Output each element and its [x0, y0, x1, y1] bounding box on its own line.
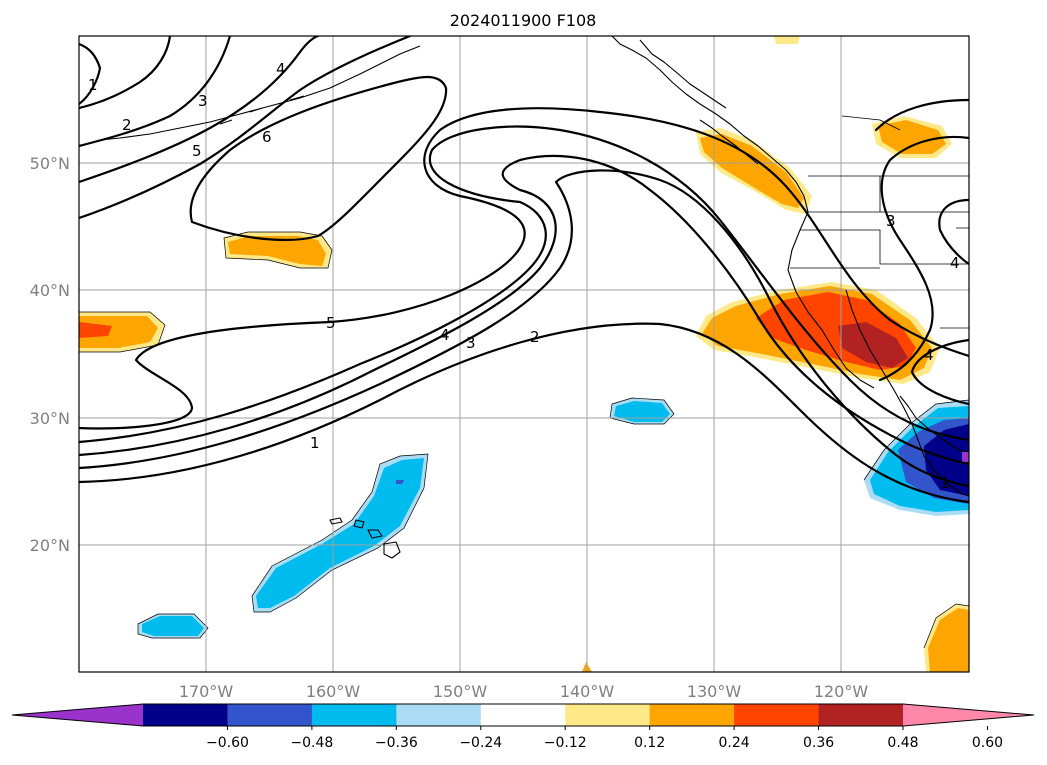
- colorbar-tick-label: −0.48: [290, 735, 333, 751]
- colorbar-tick-label: −0.12: [544, 735, 587, 751]
- contour-label: 4: [950, 254, 960, 272]
- coastlines: [99, 36, 969, 559]
- contour-label: 5: [326, 314, 336, 332]
- contour-label: 5: [192, 142, 202, 160]
- contour-label: 2: [530, 328, 540, 346]
- contour-label: 6: [262, 128, 272, 146]
- lon-label-140w: 140°W: [560, 682, 615, 701]
- colorbar-bin: [480, 704, 566, 726]
- contour-label: 3: [198, 92, 208, 110]
- contour-labels: 1 2 3 4 5 6 5 4 3 2 1 3 4 4 1: [88, 60, 960, 492]
- colorbar-outline: [11, 703, 1035, 727]
- contour-label: 1: [310, 434, 320, 452]
- colorbar-tick-label: 0.12: [634, 735, 665, 751]
- map-area: 1 2 3 4 5 6 5 4 3 2 1 3 4 4 1: [79, 36, 969, 672]
- colorbar-tick-label: 0.36: [803, 735, 834, 751]
- lon-label-120w: 120°W: [814, 682, 869, 701]
- lat-label-20n: 20°N: [30, 536, 70, 555]
- lon-label-170w: 170°W: [179, 682, 234, 701]
- lat-label-40n: 40°N: [30, 281, 70, 300]
- colorbar-bin: [396, 704, 482, 726]
- lon-label-150w: 150°W: [433, 682, 488, 701]
- lon-label-160w: 160°W: [306, 682, 361, 701]
- colorbar-bin: [143, 704, 228, 726]
- contour-label: 1: [940, 474, 950, 492]
- colorbar-bin: [565, 704, 651, 726]
- map-title: 2024011900 F108: [450, 11, 597, 30]
- colorbar-bin: [649, 704, 735, 726]
- colorbar-tick-label: 0.60: [972, 735, 1003, 751]
- colorbar-tick-label: 0.24: [719, 735, 750, 751]
- colorbar-bin: [818, 704, 904, 726]
- contours: [79, 36, 969, 504]
- lon-label-130w: 130°W: [687, 682, 742, 701]
- lat-label-50n: 50°N: [30, 154, 70, 173]
- anomaly-fill: [79, 36, 969, 672]
- map-frame: [78, 35, 970, 673]
- colorbar-bin: [227, 704, 313, 726]
- contour-label: 3: [466, 334, 476, 352]
- colorbar: −0.60 −0.48 −0.36 −0.24 −0.12 0.12 0.24 0.36 0.4…: [11, 703, 1035, 751]
- colorbar-tick-label: −0.60: [206, 735, 249, 751]
- colorbar-extend-high: [903, 704, 1034, 726]
- colorbar-tick-label: 0.48: [887, 735, 918, 751]
- contour-label: 4: [440, 326, 450, 344]
- contour-label: 4: [276, 60, 286, 78]
- colorbar-extend-low: [12, 704, 143, 726]
- contour-label: 4: [924, 346, 934, 364]
- colorbar-bin: [311, 704, 397, 726]
- latitude-labels: 50°N 40°N 30°N 20°N: [30, 154, 70, 555]
- contour-label: 3: [886, 212, 896, 230]
- graticule: [79, 36, 969, 672]
- colorbar-tick-label: −0.24: [459, 735, 502, 751]
- colorbar-bin: [734, 704, 820, 726]
- longitude-labels: 170°W 160°W 150°W 140°W 130°W 120°W: [179, 682, 869, 701]
- contour-label: 2: [122, 116, 132, 134]
- contour-label: 1: [88, 76, 98, 94]
- lat-label-30n: 30°N: [30, 409, 70, 428]
- colorbar-tick-label: −0.36: [375, 735, 418, 751]
